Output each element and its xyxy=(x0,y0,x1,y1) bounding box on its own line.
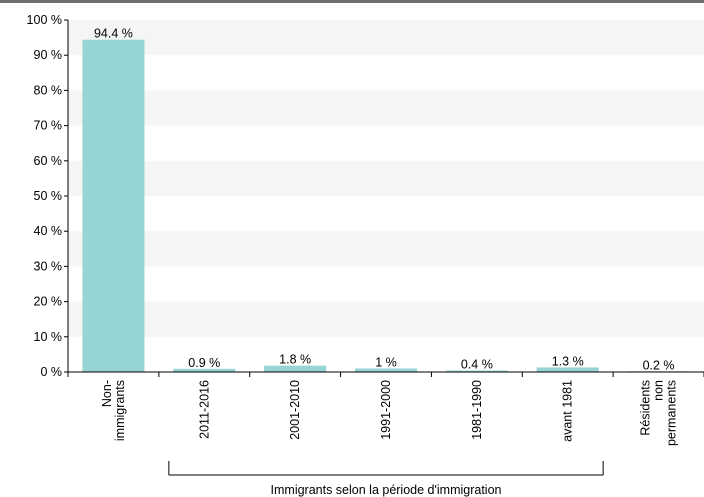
x-tick-label: 2011-2016 xyxy=(197,380,211,439)
x-tick-labels: Non-immigrants 2011-2016 2001-2010 1991-200… xyxy=(100,380,679,446)
y-tick-label: 70 % xyxy=(34,119,63,133)
bar xyxy=(355,368,417,372)
y-tick-label: 80 % xyxy=(34,83,63,97)
value-labels: 94.4 % 0.9 % 1.8 % 1 % 0.4 % 1.3 % 0.2 % xyxy=(94,27,675,373)
value-label: 1.8 % xyxy=(279,353,311,367)
x-tick-label: non xyxy=(652,380,666,401)
x-tick-label: 1981-1990 xyxy=(470,380,484,440)
y-tick-label: 100 % xyxy=(27,13,62,27)
y-tick-label: 30 % xyxy=(34,259,63,273)
grid-bands xyxy=(68,20,704,337)
bar xyxy=(264,365,327,372)
top-rule xyxy=(0,0,704,3)
grid-band xyxy=(68,20,704,56)
bar xyxy=(173,368,236,372)
y-tick-label: 60 % xyxy=(34,154,63,168)
y-tick-labels: 0 % 10 % 20 % 30 % 40 % 50 % 60 % 70 % 80 % 90 % 1… xyxy=(27,13,62,379)
value-label: 0.4 % xyxy=(461,358,493,372)
y-tick-label: 10 % xyxy=(34,330,63,344)
value-label: 0.9 % xyxy=(188,356,220,370)
y-tick-label: 50 % xyxy=(34,189,63,203)
x-tick-label: 1991-2000 xyxy=(379,380,393,440)
bar xyxy=(82,39,145,372)
x-tick-label: avant 1981 xyxy=(561,380,575,442)
value-label: 0.2 % xyxy=(643,358,675,372)
axes xyxy=(64,19,704,377)
bar xyxy=(536,367,599,372)
value-label: 94.4 % xyxy=(94,27,133,41)
grid-band xyxy=(68,160,704,196)
x-tick-label: 2001-2010 xyxy=(288,380,302,440)
bar xyxy=(445,370,508,372)
y-tick-label: 90 % xyxy=(34,48,63,62)
grid-band xyxy=(68,231,704,267)
x-tick-label: immigrants xyxy=(113,380,127,441)
grid-band xyxy=(68,301,704,337)
y-tick-label: 20 % xyxy=(34,295,63,309)
y-tick-label: 40 % xyxy=(34,224,63,238)
value-label: 1.3 % xyxy=(552,354,584,368)
group-label: Immigrants selon la période d'immigratio… xyxy=(271,483,502,497)
x-tick-label: permanents xyxy=(665,380,679,446)
group-bracket: Immigrants selon la période d'immigratio… xyxy=(168,461,604,497)
grid-band xyxy=(68,90,704,126)
y-tick-label: 0 % xyxy=(40,365,62,379)
x-tick-label: Non- xyxy=(100,380,114,407)
value-label: 1 % xyxy=(375,355,397,369)
x-tick-label: Résidents xyxy=(639,380,653,436)
